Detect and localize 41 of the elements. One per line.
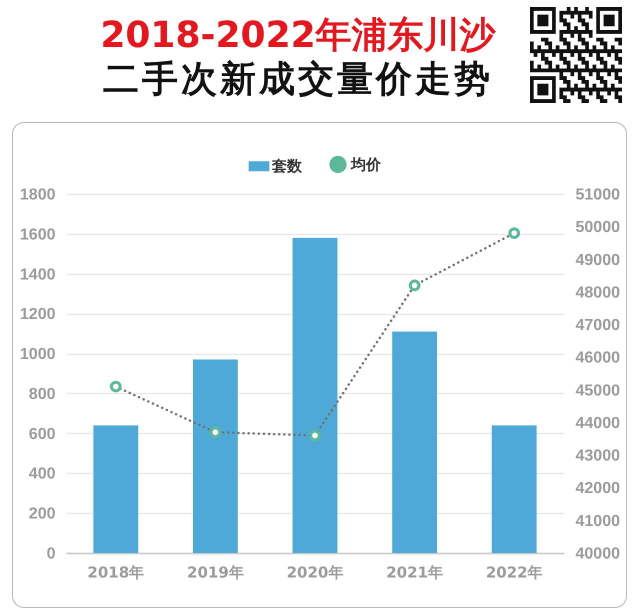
y2-tick-label: 50000 bbox=[576, 219, 620, 236]
point bbox=[210, 426, 222, 438]
y2-tick-label: 46000 bbox=[576, 350, 620, 367]
y-tick-label: 1000 bbox=[20, 346, 56, 364]
y2-tick-label: 44000 bbox=[576, 414, 620, 432]
y2-tick-label: 45000 bbox=[576, 382, 620, 400]
point bbox=[309, 430, 321, 442]
y-tick-label: 1600 bbox=[20, 226, 56, 244]
y-tick-label: 1200 bbox=[20, 306, 56, 324]
y-tick-label: 200 bbox=[28, 506, 56, 523]
y-tick-label: 800 bbox=[28, 386, 56, 403]
y-tick-label: 600 bbox=[28, 426, 56, 443]
bar bbox=[292, 238, 338, 553]
y2-tick-label: 49000 bbox=[576, 252, 620, 269]
bar bbox=[93, 425, 138, 553]
legend-label: 套数 bbox=[271, 157, 303, 176]
x-tick-label: 2020年 bbox=[286, 564, 344, 582]
y-tick-label: 1800 bbox=[20, 186, 56, 204]
y2-tick-label: 51000 bbox=[576, 186, 620, 204]
point bbox=[408, 280, 420, 292]
bar bbox=[392, 332, 438, 553]
y2-tick-label: 43000 bbox=[576, 448, 620, 465]
y2-tick-label: 41000 bbox=[576, 512, 620, 530]
y2-tick-label: 42000 bbox=[576, 480, 620, 498]
legend-label: 均价 bbox=[350, 155, 382, 174]
y2-tick-label: 48000 bbox=[576, 284, 620, 302]
x-tick-label: 2021年 bbox=[386, 564, 443, 582]
y2-tick-label: 40000 bbox=[576, 546, 620, 562]
x-tick-label: 2022年 bbox=[486, 564, 543, 582]
point bbox=[508, 227, 520, 239]
y-tick-label: 400 bbox=[28, 466, 56, 483]
chart-subtitle: 二手次新成交量价走势 bbox=[102, 58, 494, 102]
x-tick-label: 2018年 bbox=[87, 564, 144, 582]
bar bbox=[192, 360, 238, 553]
x-tick-label: 2019年 bbox=[187, 564, 244, 582]
y2-tick-label: 47000 bbox=[576, 317, 620, 334]
point bbox=[110, 380, 122, 392]
y-tick-label: 1400 bbox=[20, 266, 56, 284]
chart-title: 2018-2022年浦东川沙 bbox=[99, 14, 497, 58]
bar bbox=[492, 425, 537, 553]
y-tick-label: 0 bbox=[46, 546, 56, 562]
